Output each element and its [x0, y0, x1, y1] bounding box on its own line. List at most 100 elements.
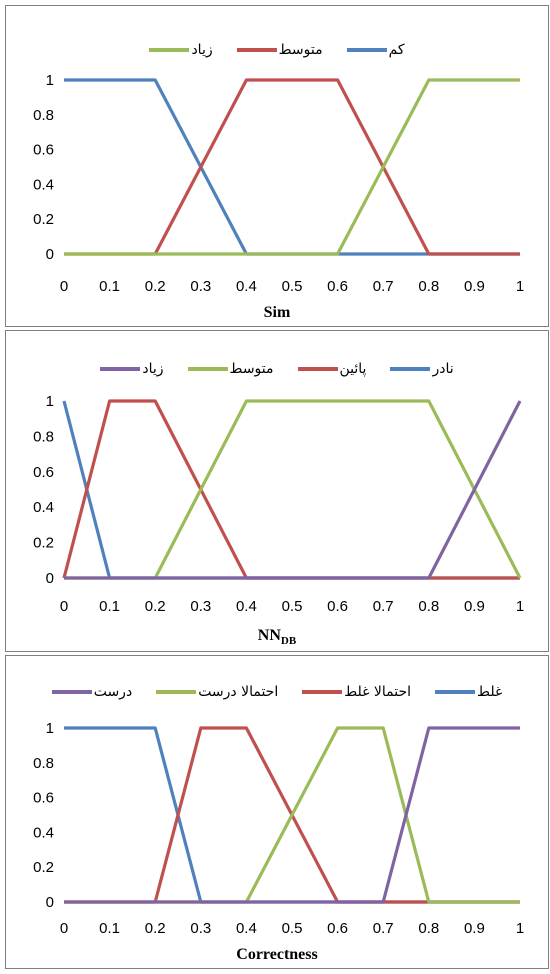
y-tick-label: 0: [46, 246, 54, 263]
x-tick-label: 0.3: [190, 598, 211, 615]
x-tick-label: 1: [516, 598, 524, 615]
x-axis-title-text: Correctness: [236, 946, 318, 963]
series-line-1: [62, 400, 520, 580]
x-tick-label: 0.7: [373, 920, 394, 937]
legend-swatch: [187, 367, 228, 371]
y-tick-label: 0.4: [33, 499, 54, 516]
legend-swatch: [236, 48, 277, 52]
legend-label: زیاد: [191, 42, 213, 58]
series-line-3: [64, 78, 520, 256]
legend-item: زیاد: [100, 361, 164, 377]
legend-swatch: [100, 367, 141, 371]
legend-swatch: [51, 690, 92, 694]
x-tick-label: 0: [60, 278, 68, 295]
x-tick-label: 0.8: [418, 598, 439, 615]
y-tick-label: 0.6: [33, 464, 54, 481]
y-tick-label: 0.8: [33, 428, 54, 445]
y-tick-label: 0.4: [33, 176, 54, 193]
y-tick-label: 1: [46, 393, 54, 410]
series-line-3: [64, 726, 520, 904]
x-tick-label: 0.4: [236, 920, 257, 937]
legend-label: احتمالا غلط: [344, 684, 412, 700]
legend-item: کم: [346, 42, 405, 58]
y-tick-label: 0.6: [33, 142, 54, 159]
y-tick-label: 0.6: [33, 790, 54, 807]
chart-plot: 0 0.2 0.4 0.6 0.8 1 0 0.1 0.2 0.3 0.4 0.5 0.6 0.7 0.8 0…: [33, 720, 524, 937]
legend-swatch: [156, 690, 197, 694]
x-tick-label: 1: [516, 920, 524, 937]
legend-label: غلط: [477, 684, 503, 700]
series-line-4: [64, 726, 520, 904]
y-tick-label: 0.2: [33, 211, 54, 228]
x-tick-label: 0.4: [236, 598, 257, 615]
x-tick-label: 0.6: [327, 598, 348, 615]
legend-item: زیاد: [149, 42, 213, 58]
x-tick-label: 0: [60, 920, 68, 937]
legend-swatch: [346, 48, 387, 52]
legend-item: پائین: [297, 361, 367, 377]
y-tick-label: 0.2: [33, 859, 54, 876]
x-tick-label: 0.8: [418, 920, 439, 937]
x-tick-label: 0.7: [373, 278, 394, 295]
x-tick-label: 0.4: [236, 278, 257, 295]
x-tick-label: 0.7: [373, 598, 394, 615]
legend-label: احتمالا درست: [198, 684, 279, 700]
y-tick-label: 0: [46, 894, 54, 911]
y-tick-label: 0: [46, 570, 54, 587]
x-tick-label: 0.2: [145, 920, 166, 937]
chart-plot: 0 0.2 0.4 0.6 0.8 1 0 0.1 0.2 0.3 0.4 0.5 0.6 0.7 0.8 0…: [33, 393, 524, 615]
y-tick-label: 1: [46, 72, 54, 89]
x-axis-title-text: Sim: [263, 304, 291, 321]
legend-item: غلط: [435, 684, 502, 700]
series-line-4: [64, 400, 522, 580]
x-tick-label: 1: [516, 278, 524, 295]
series-line-3: [64, 399, 522, 580]
x-axis-title: NNDB: [6, 627, 548, 647]
x-tick-label: 0.8: [418, 278, 439, 295]
legend-label: پائین: [339, 361, 367, 377]
x-tick-label: 0.9: [464, 920, 485, 937]
legend-swatch: [435, 690, 476, 694]
legend-label: زیاد: [142, 361, 164, 377]
legend-item: متوسط: [187, 361, 274, 377]
x-tick-label: 0.5: [282, 278, 303, 295]
series-line-2: [64, 78, 520, 256]
x-tick-label: 0.3: [190, 920, 211, 937]
x-tick-label: 0.2: [145, 278, 166, 295]
x-tick-label: 0.9: [464, 278, 485, 295]
series-line-1: [64, 78, 520, 256]
legend-label: کم: [388, 42, 405, 58]
legend-item: درست: [51, 684, 133, 700]
legend-item: احتمالا درست: [156, 684, 278, 700]
y-tick-label: 0.2: [33, 535, 54, 552]
x-axis-title-text: NN: [257, 627, 281, 644]
legend-swatch: [297, 367, 338, 371]
x-tick-label: 0.1: [99, 278, 120, 295]
x-tick-label: 0.2: [145, 598, 166, 615]
x-tick-label: 0.6: [327, 278, 348, 295]
legend-item: نادر: [390, 361, 454, 377]
x-tick-label: 0.3: [190, 278, 211, 295]
legend-label: متوسط: [229, 361, 274, 377]
legend-label: درست: [93, 684, 133, 700]
legend-item: احتمالا غلط: [302, 684, 411, 700]
x-axis-title: Correctness: [6, 946, 548, 964]
legend-swatch: [302, 690, 343, 694]
chart-legend: کم متوسط زیاد: [6, 42, 548, 58]
x-tick-label: 0.5: [282, 920, 303, 937]
legend-swatch: [390, 367, 431, 371]
x-tick-label: 0.9: [464, 598, 485, 615]
chart-legend: نادر پائین متوسط زیاد: [6, 361, 548, 377]
y-tick-label: 1: [46, 720, 54, 737]
x-tick-label: 0.1: [99, 920, 120, 937]
x-tick-label: 0.5: [282, 598, 303, 615]
chart-panel-sim: کم متوسط زیاد 0 0.2 0.4 0.6 0.8 1 0 0.1 0.2 0.3 0.4 0…: [5, 5, 549, 327]
y-tick-label: 0.8: [33, 755, 54, 772]
x-tick-label: 0.6: [327, 920, 348, 937]
x-tick-label: 0: [60, 598, 68, 615]
x-axis-title: Sim: [6, 304, 548, 322]
legend-swatch: [149, 48, 190, 52]
legend-label: متوسط: [278, 42, 323, 58]
chart-plot: 0 0.2 0.4 0.6 0.8 1 0 0.1 0.2 0.3 0.4 0.5 0.6 0.7 0.8 0…: [33, 72, 524, 295]
series-line-2: [62, 399, 520, 580]
